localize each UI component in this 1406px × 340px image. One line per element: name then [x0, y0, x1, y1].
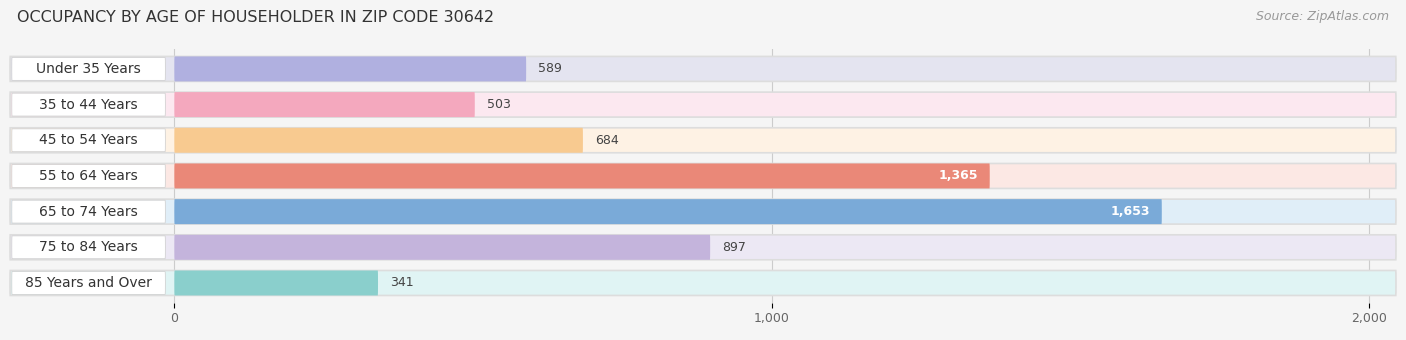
FancyBboxPatch shape — [10, 199, 1396, 224]
FancyBboxPatch shape — [174, 235, 710, 260]
Text: 589: 589 — [538, 63, 562, 75]
FancyBboxPatch shape — [10, 92, 1396, 117]
FancyBboxPatch shape — [174, 199, 1161, 224]
Text: 897: 897 — [723, 241, 747, 254]
FancyBboxPatch shape — [11, 165, 166, 187]
Text: 1,365: 1,365 — [938, 169, 977, 183]
FancyBboxPatch shape — [10, 56, 1396, 81]
Text: 45 to 54 Years: 45 to 54 Years — [39, 133, 138, 147]
FancyBboxPatch shape — [11, 272, 166, 294]
FancyBboxPatch shape — [11, 93, 166, 116]
Text: OCCUPANCY BY AGE OF HOUSEHOLDER IN ZIP CODE 30642: OCCUPANCY BY AGE OF HOUSEHOLDER IN ZIP C… — [17, 10, 494, 25]
Text: 35 to 44 Years: 35 to 44 Years — [39, 98, 138, 112]
Text: 1,653: 1,653 — [1111, 205, 1150, 218]
FancyBboxPatch shape — [174, 271, 378, 295]
FancyBboxPatch shape — [174, 56, 526, 81]
Text: 85 Years and Over: 85 Years and Over — [25, 276, 152, 290]
FancyBboxPatch shape — [11, 200, 166, 223]
Text: 341: 341 — [389, 276, 413, 289]
Text: Source: ZipAtlas.com: Source: ZipAtlas.com — [1256, 10, 1389, 23]
Text: 684: 684 — [595, 134, 619, 147]
FancyBboxPatch shape — [174, 164, 990, 188]
Text: 75 to 84 Years: 75 to 84 Years — [39, 240, 138, 254]
FancyBboxPatch shape — [174, 128, 583, 153]
FancyBboxPatch shape — [11, 57, 166, 80]
FancyBboxPatch shape — [10, 235, 1396, 260]
FancyBboxPatch shape — [10, 164, 1396, 188]
FancyBboxPatch shape — [10, 128, 1396, 153]
FancyBboxPatch shape — [10, 271, 1396, 295]
Text: Under 35 Years: Under 35 Years — [37, 62, 141, 76]
FancyBboxPatch shape — [11, 236, 166, 259]
Text: 55 to 64 Years: 55 to 64 Years — [39, 169, 138, 183]
FancyBboxPatch shape — [174, 92, 475, 117]
FancyBboxPatch shape — [11, 129, 166, 152]
Text: 65 to 74 Years: 65 to 74 Years — [39, 205, 138, 219]
Text: 503: 503 — [486, 98, 510, 111]
